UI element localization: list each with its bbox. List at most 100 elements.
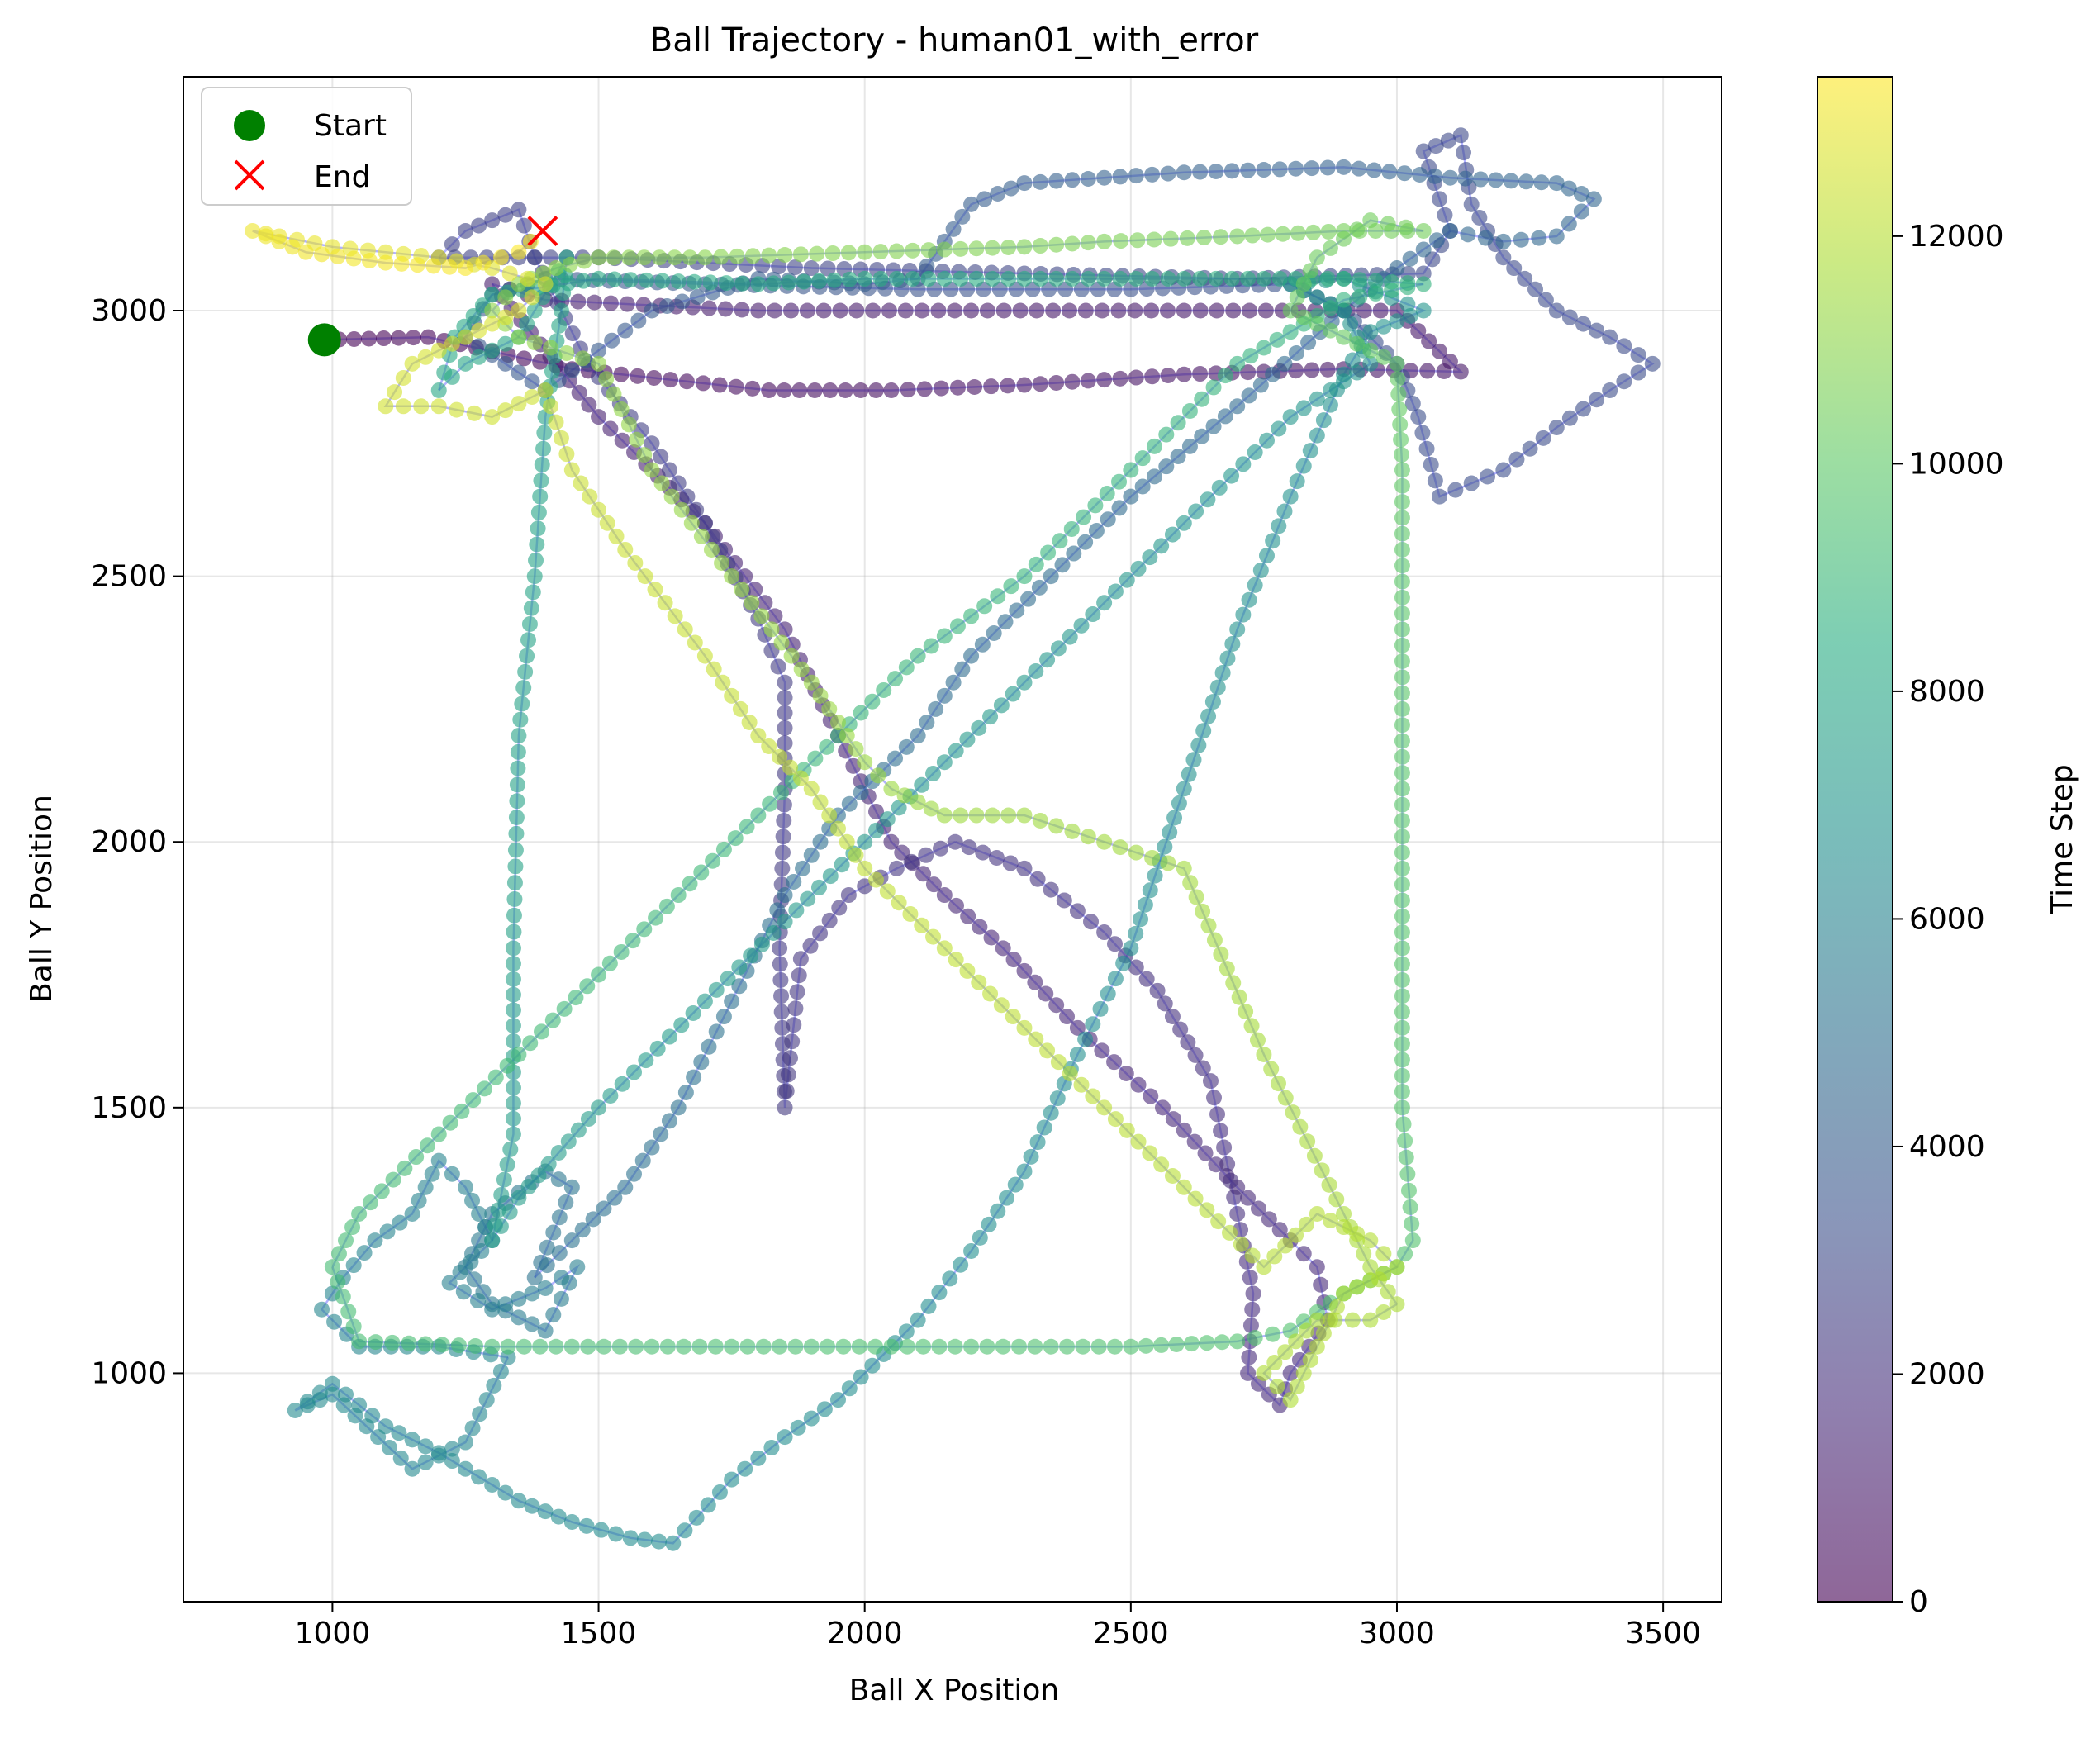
trajectory-point xyxy=(1471,209,1488,226)
trajectory-point xyxy=(701,1038,717,1055)
trajectory-point xyxy=(499,1156,515,1173)
trajectory-point xyxy=(848,741,864,757)
x-tick-label: 2500 xyxy=(1093,1617,1169,1650)
trajectory-point xyxy=(472,1406,488,1422)
trajectory-point xyxy=(430,1126,447,1142)
trajectory-point xyxy=(1384,283,1400,299)
trajectory-point xyxy=(1130,560,1147,577)
trajectory-point xyxy=(1252,377,1269,393)
trajectory-point xyxy=(644,462,660,478)
trajectory-point xyxy=(822,382,839,398)
trajectory-point xyxy=(1242,1270,1258,1286)
plot-frame xyxy=(183,76,1722,1603)
trajectory-point xyxy=(502,1141,519,1157)
trajectory-point xyxy=(1080,373,1096,389)
trajectory-point xyxy=(562,256,578,273)
trajectory-point xyxy=(1031,579,1048,596)
trajectory-point xyxy=(1276,355,1293,372)
trajectory-point xyxy=(792,951,809,967)
trajectory-point xyxy=(1130,1133,1147,1150)
trajectory-point xyxy=(510,760,526,776)
trajectory-point xyxy=(769,902,786,919)
trajectory-point xyxy=(1062,629,1078,645)
trajectory-point xyxy=(1000,239,1017,255)
trajectory-point xyxy=(1016,807,1033,824)
trajectory-point xyxy=(1221,1224,1238,1241)
trajectory-point xyxy=(659,1338,676,1355)
trajectory-point xyxy=(696,515,713,531)
trajectory-point xyxy=(654,273,671,289)
trajectory-point xyxy=(509,793,525,810)
trajectory-point xyxy=(1096,233,1113,249)
trajectory-point xyxy=(947,1338,963,1355)
trajectory-point xyxy=(812,833,829,850)
trajectory-point xyxy=(1153,538,1170,554)
trajectory-point xyxy=(526,302,543,319)
trajectory-point xyxy=(819,738,835,755)
trajectory-point xyxy=(1288,1333,1304,1350)
trajectory-point xyxy=(1242,1318,1259,1334)
trajectory-point xyxy=(1206,1090,1223,1106)
trajectory-point xyxy=(701,300,717,316)
trajectory-point xyxy=(1561,309,1578,325)
trajectory-point xyxy=(775,1052,791,1068)
trajectory-point xyxy=(663,372,679,388)
trajectory-point xyxy=(1477,230,1494,246)
trajectory-point xyxy=(857,244,873,260)
colorbar-tick-label: 12000 xyxy=(1909,220,2004,254)
trajectory-point xyxy=(1322,1213,1338,1228)
trajectory-point xyxy=(1197,1145,1214,1161)
trajectory-point xyxy=(1300,335,1317,351)
trajectory-point xyxy=(853,382,869,398)
trajectory-point xyxy=(471,1469,487,1485)
trajectory-point xyxy=(1410,409,1427,425)
trajectory-point xyxy=(501,1204,518,1220)
trajectory-point xyxy=(1040,544,1057,561)
trajectory-point xyxy=(330,1274,346,1290)
trajectory-point xyxy=(919,714,935,730)
trajectory-point xyxy=(351,1397,368,1413)
trajectory-point xyxy=(457,1434,473,1451)
trajectory-point xyxy=(1080,170,1096,187)
trajectory-point xyxy=(765,275,782,292)
trajectory-point xyxy=(530,504,547,520)
trajectory-point xyxy=(1242,348,1259,364)
trajectory-point xyxy=(1123,1338,1139,1355)
trajectory-point xyxy=(613,943,630,960)
trajectory-point xyxy=(777,621,793,638)
trajectory-point xyxy=(1069,1046,1086,1062)
trajectory-point xyxy=(872,270,889,287)
trajectory-point xyxy=(1016,568,1033,585)
trajectory-point xyxy=(1223,270,1240,287)
trajectory-point xyxy=(750,728,767,744)
trajectory-point xyxy=(1437,207,1453,223)
trajectory-point xyxy=(968,270,985,287)
trajectory-point xyxy=(1319,159,1336,176)
trajectory-point xyxy=(1209,679,1226,696)
trajectory-point xyxy=(750,807,767,824)
trajectory-point xyxy=(696,993,713,1009)
trajectory-point xyxy=(995,1338,1011,1355)
trajectory-point xyxy=(508,825,525,842)
trajectory-point xyxy=(602,420,619,437)
trajectory-point xyxy=(879,811,896,828)
start-end-markers xyxy=(307,216,558,357)
trajectory-point xyxy=(1056,892,1072,909)
trajectory-point xyxy=(705,852,721,869)
trajectory-point xyxy=(900,382,916,398)
trajectory-point xyxy=(1440,132,1456,149)
trajectory-point xyxy=(772,748,788,765)
legend-end-icon xyxy=(234,159,265,191)
trajectory-point xyxy=(1111,500,1128,516)
trajectory-point xyxy=(1394,908,1410,924)
trajectory-point xyxy=(533,472,549,489)
trajectory-point xyxy=(1208,270,1224,287)
trajectory-point xyxy=(1043,568,1059,585)
trajectory-point xyxy=(401,1335,417,1351)
trajectory-point xyxy=(1138,971,1155,987)
trajectory-point xyxy=(1238,1004,1254,1020)
trajectory-point xyxy=(1176,1122,1192,1138)
trajectory-point xyxy=(1309,1338,1325,1355)
trajectory-point xyxy=(1043,1104,1059,1121)
trajectory-point xyxy=(686,1069,702,1085)
